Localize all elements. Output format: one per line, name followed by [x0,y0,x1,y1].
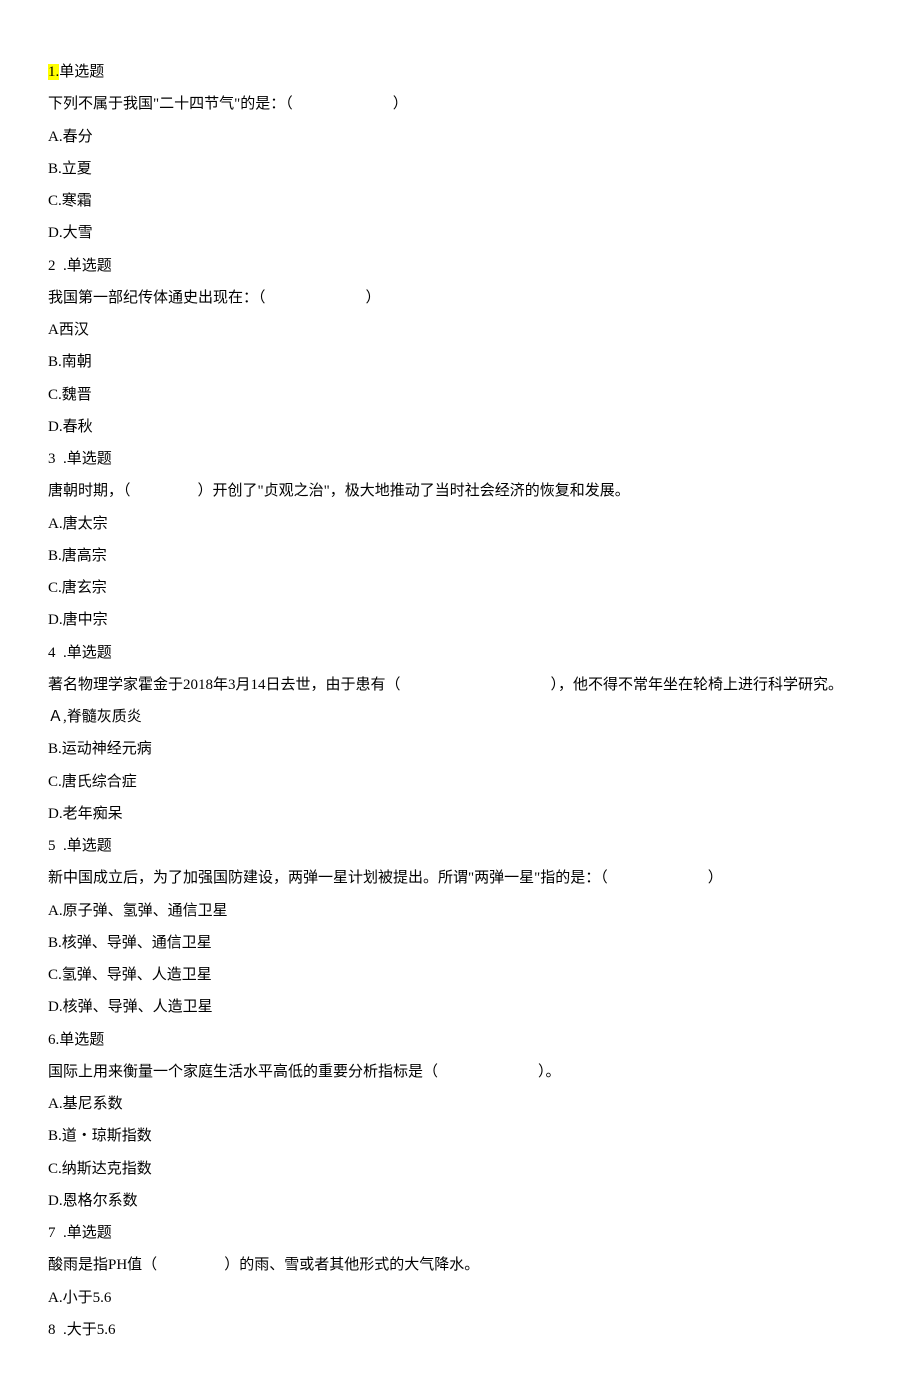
option-4d: D.老年痴呆 [48,798,872,830]
option-6a: A.基尼系数 [48,1088,872,1120]
question-heading-7: 7 .单选题 [48,1217,872,1249]
question-stem-3: 唐朝时期，（ ）开创了"贞观之治"，极大地推动了当时社会经济的恢复和发展。 [48,475,872,507]
option-4b: B.运动神经元病 [48,733,872,765]
stem-prefix-1: 下列不属于我国"二十四节气"的是：（ [48,96,293,112]
option-4a: Ａ,脊髓灰质炎 [48,701,872,733]
option-3c: C.唐玄宗 [48,572,872,604]
stem-suffix-4: ），他不得不常年坐在轮椅上进行科学研究。 [551,677,844,693]
stem-suffix-3: ）开创了"贞观之治"，极大地推动了当时社会经济的恢复和发展。 [198,483,630,499]
stem-suffix-5: ） [708,870,723,886]
option-3b: B.唐高宗 [48,540,872,572]
question-stem-7: 酸雨是指PH值（ ）的雨、雪或者其他形式的大气降水。 [48,1249,872,1281]
option-2a: A西汉 [48,314,872,346]
option-3a: A.唐太宗 [48,508,872,540]
question-stem-6: 国际上用来衡量一个家庭生活水平高低的重要分析指标是（ ）。 [48,1056,872,1088]
option-5b: B.核弹、导弹、通信卫星 [48,927,872,959]
question-stem-2: 我国第一部纪传体通史出现在：（ ） [48,282,872,314]
stem-suffix-2: ） [366,290,381,306]
option-6b: B.道・琼斯指数 [48,1120,872,1152]
option-2b: B.南朝 [48,346,872,378]
question-stem-1: 下列不属于我国"二十四节气"的是：（ ） [48,88,872,120]
option-2d: D.春秋 [48,411,872,443]
stem-prefix-2: 我国第一部纪传体通史出现在：（ [48,290,266,306]
option-5c: C.氢弹、导弹、人造卫星 [48,959,872,991]
option-3d: D.唐中宗 [48,604,872,636]
question-stem-5: 新中国成立后，为了加强国防建设，两弹一星计划被提出。所谓"两弹一星"指的是：（ ） [48,862,872,894]
option-1c: C.寒霜 [48,185,872,217]
option-4c: C.唐氏综合症 [48,766,872,798]
stem-prefix-6: 国际上用来衡量一个家庭生活水平高低的重要分析指标是（ [48,1064,438,1080]
option-5a: A.原子弹、氢弹、通信卫星 [48,895,872,927]
stem-prefix-3: 唐朝时期，（ [48,483,131,499]
option-7b: 8 .大于5.6 [48,1314,872,1346]
option-5d: D.核弹、导弹、人造卫星 [48,991,872,1023]
stem-suffix-6: ）。 [538,1064,561,1080]
question-heading-5: 5 .单选题 [48,830,872,862]
stem-suffix-1: ） [393,96,408,112]
question-heading-2: 2 .单选题 [48,250,872,282]
question-stem-4: 著名物理学家霍金于2018年3月14日去世，由于患有（ ），他不得不常年坐在轮椅上… [48,669,872,701]
question-heading-1: 1.单选题 [48,56,872,88]
option-1b: B.立夏 [48,153,872,185]
stem-prefix-4: 著名物理学家霍金于2018年3月14日去世，由于患有（ [48,677,401,693]
highlight-1: 1. [48,64,59,80]
question-heading-6: 6.单选题 [48,1024,872,1056]
heading-label-1: 单选题 [59,64,104,80]
option-2c: C.魏晋 [48,379,872,411]
option-7a: A.小于5.6 [48,1282,872,1314]
stem-prefix-5: 新中国成立后，为了加强国防建设，两弹一星计划被提出。所谓"两弹一星"指的是：（ [48,870,608,886]
option-6d: D.恩格尔系数 [48,1185,872,1217]
question-heading-4: 4 .单选题 [48,637,872,669]
stem-prefix-7: 酸雨是指PH值（ [48,1257,157,1273]
stem-suffix-7: ）的雨、雪或者其他形式的大气降水。 [224,1257,479,1273]
option-1d: D.大雪 [48,217,872,249]
option-6c: C.纳斯达克指数 [48,1153,872,1185]
option-1a: A.春分 [48,121,872,153]
question-heading-3: 3 .单选题 [48,443,872,475]
